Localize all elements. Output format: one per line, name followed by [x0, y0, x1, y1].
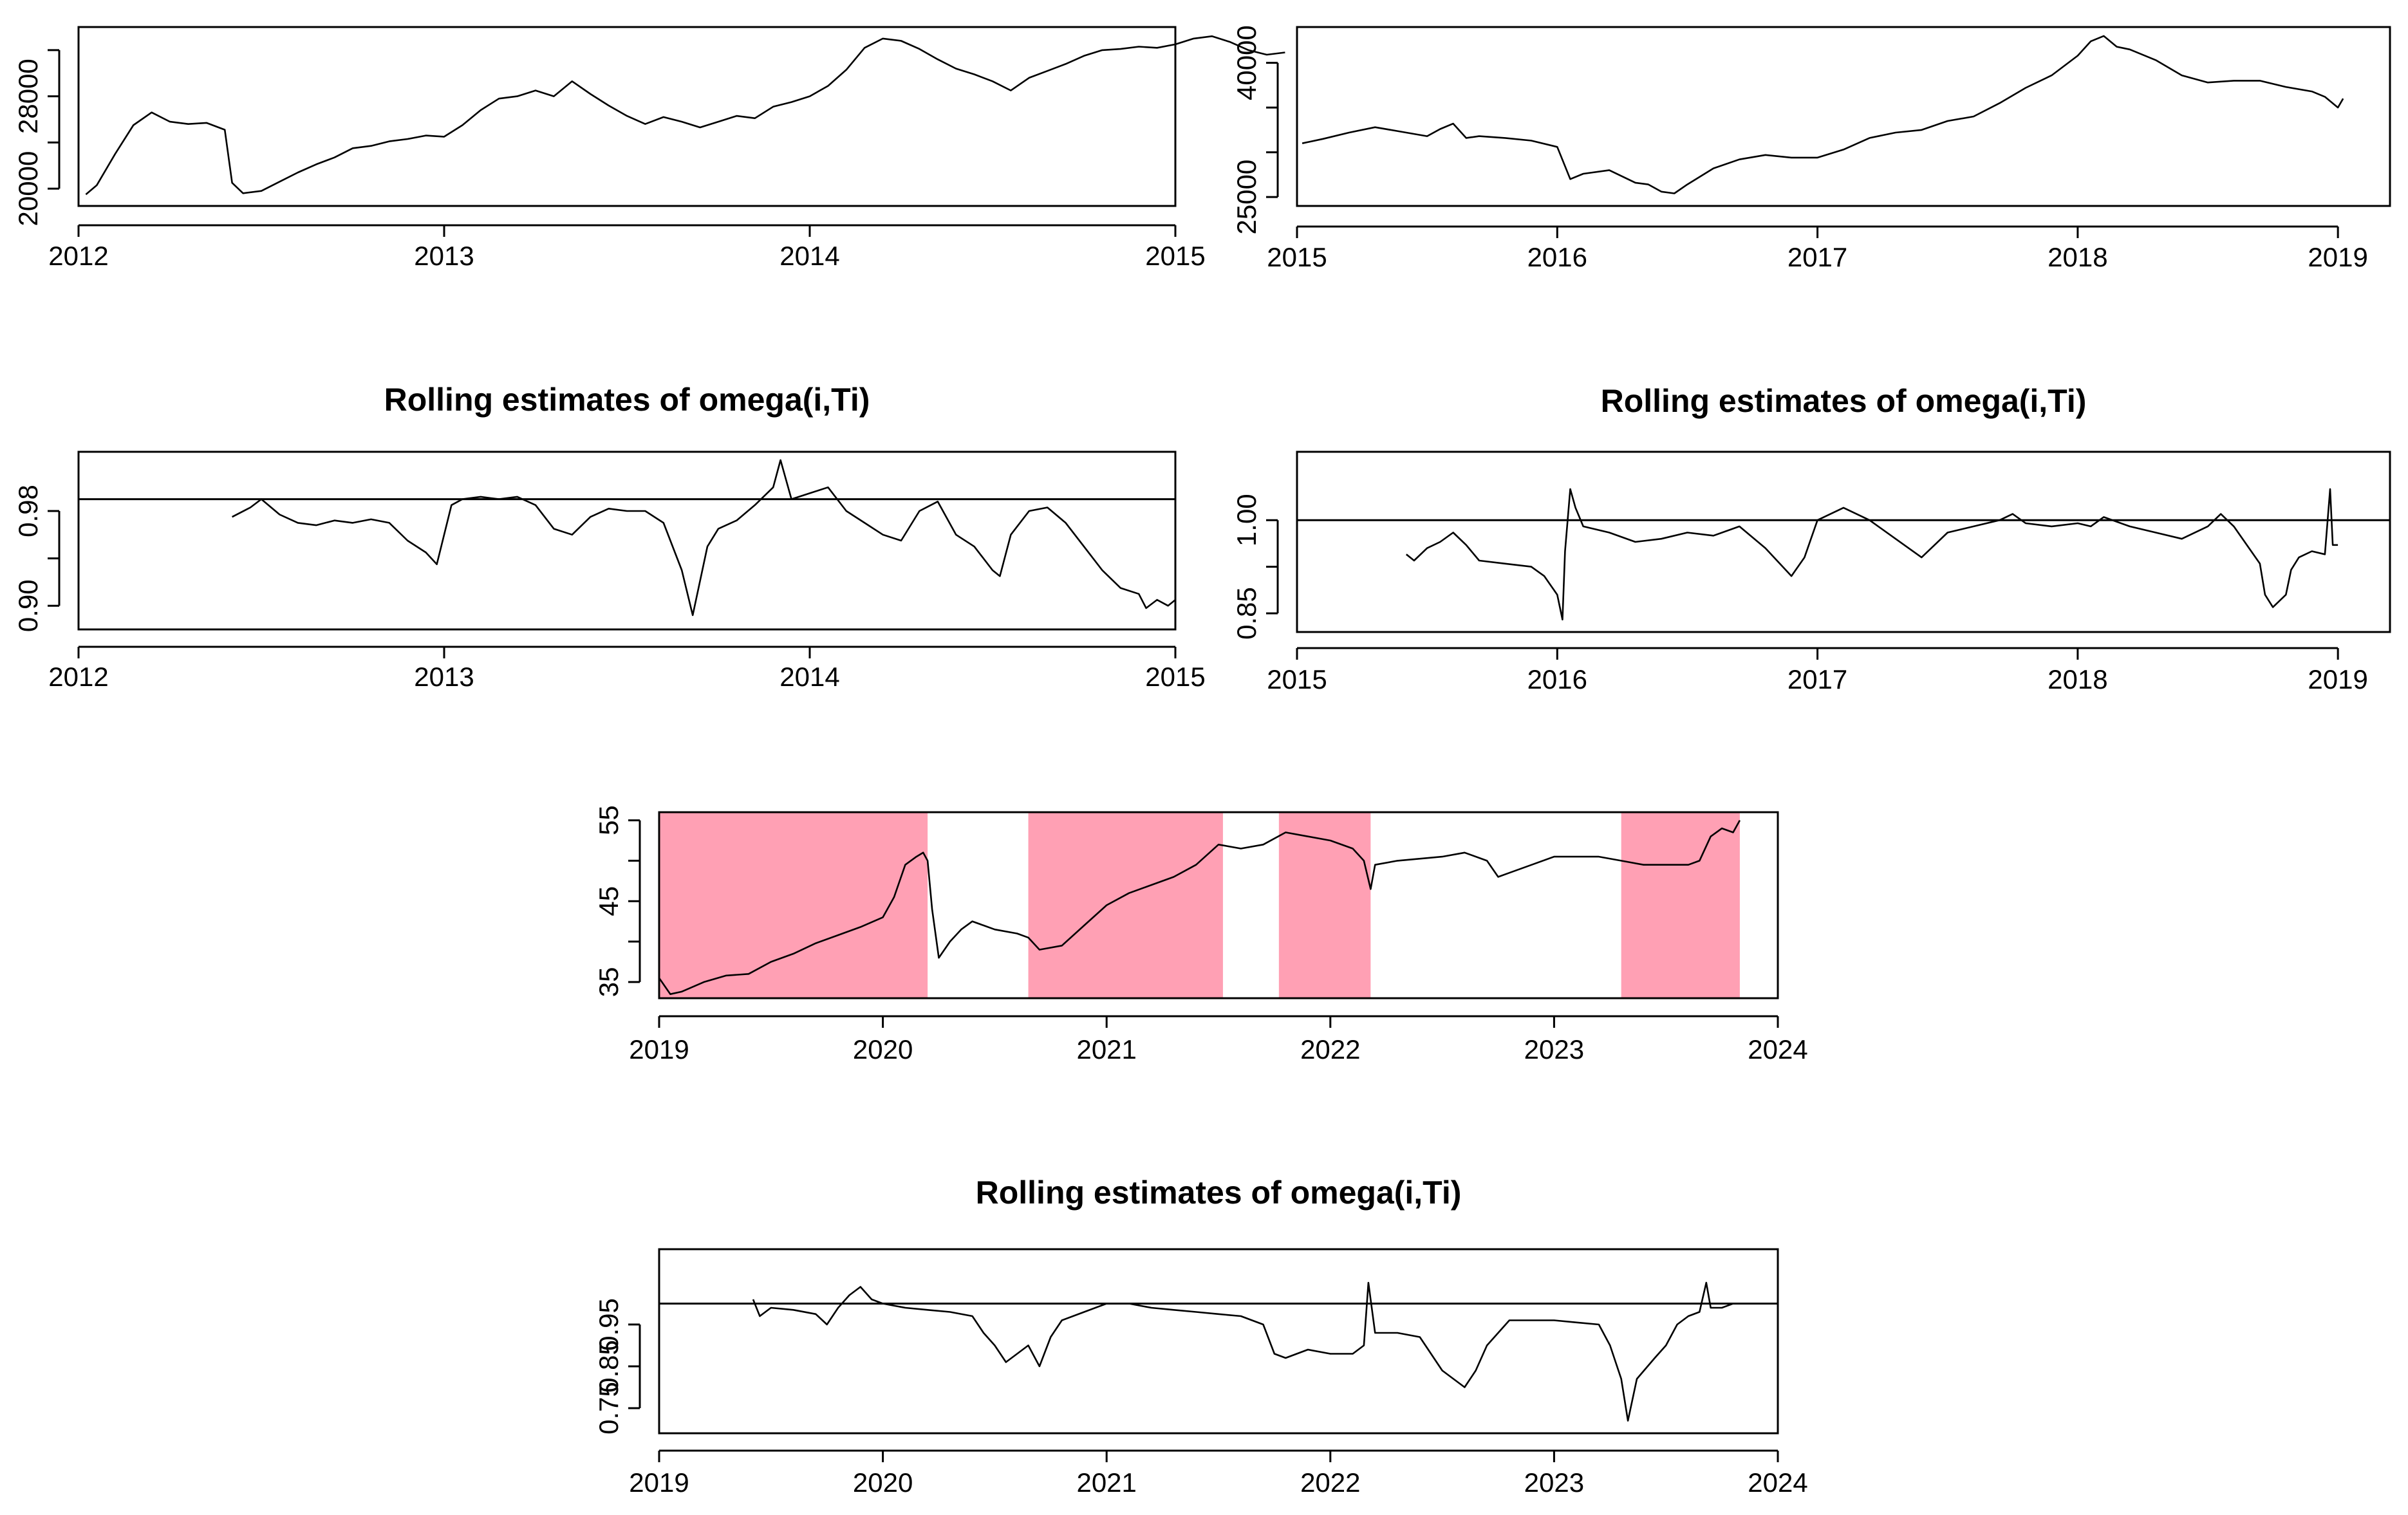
- shaded-region: [1278, 812, 1371, 998]
- x-tick-label: 2016: [1527, 242, 1587, 272]
- plot-frame: [658, 811, 1779, 999]
- y-tick-label: 1.00: [1231, 494, 1262, 546]
- plot-frame: [1296, 26, 2391, 207]
- x-tick-label: 2017: [1787, 242, 1847, 272]
- x-tick-label: 2015: [1145, 241, 1205, 271]
- x-tick-label: 2024: [1748, 1467, 1807, 1498]
- x-tick-label: 2018: [2048, 242, 2107, 272]
- x-tick-label: 2019: [2308, 242, 2367, 272]
- x-tick-label: 2020: [853, 1467, 913, 1498]
- shaded-region: [1621, 812, 1740, 998]
- y-tick-label: 0.85: [1231, 587, 1262, 640]
- chart-panel-1: 2012 2013 2014 2015 20000 28000: [13, 26, 1285, 271]
- y-tick-label: 0.98: [13, 485, 43, 537]
- x-tick-label: 2023: [1524, 1467, 1584, 1498]
- plot-frame: [77, 26, 1177, 207]
- chart-title: Rolling estimates of omega(i,Ti): [1601, 383, 2087, 419]
- shaded-region: [659, 812, 928, 998]
- series-line: [232, 459, 1176, 617]
- x-tick-label: 2016: [1527, 664, 1587, 694]
- x-tick-label: 2023: [1524, 1034, 1584, 1064]
- x-tick-label: 2019: [629, 1467, 689, 1498]
- y-tick-label: 20000: [13, 151, 43, 227]
- y-tick-label: 0.75: [593, 1382, 624, 1435]
- x-tick-label: 2019: [629, 1034, 689, 1064]
- x-tick-label: 2020: [853, 1034, 913, 1064]
- x-tick-label: 2021: [1076, 1467, 1136, 1498]
- x-tick-label: 2021: [1076, 1034, 1136, 1064]
- series-line: [85, 35, 1285, 196]
- y-tick-label: 40000: [1231, 25, 1262, 100]
- chart-title: Rolling estimates of omega(i,Ti): [384, 382, 870, 418]
- chart-panel-4: 2015 2016 2017 2018 2019 0.85 1.00 Rolling esti…: [1231, 383, 2391, 694]
- y-tick-label: 55: [593, 805, 624, 835]
- chart-panel-6: 2019 2020 2021 2022 2023 2024 0.750.850.95 Roll…: [593, 1175, 1808, 1498]
- x-tick-label: 2022: [1300, 1034, 1360, 1064]
- x-tick-label: 2014: [779, 662, 839, 692]
- series-line: [1405, 488, 2338, 620]
- series-line: [658, 819, 1741, 995]
- x-tick-label: 2019: [2308, 664, 2367, 694]
- chart-panel-5: 2019 2020 2021 2022 2023 2024 35 45 55: [593, 805, 1808, 1064]
- y-tick-label: 0.85: [593, 1340, 624, 1393]
- series-line: [1302, 35, 2344, 194]
- y-tick-label: 0.90: [13, 579, 43, 632]
- chart-title: Rolling estimates of omega(i,Ti): [976, 1175, 1462, 1211]
- x-tick-label: 2012: [48, 241, 108, 271]
- y-tick-label: 0.95: [593, 1298, 624, 1351]
- x-tick-label: 2015: [1267, 664, 1327, 694]
- x-tick-label: 2024: [1748, 1034, 1807, 1064]
- plot-frame: [1296, 451, 2391, 633]
- y-tick-label: 45: [593, 886, 624, 916]
- series-line: [752, 1281, 1733, 1422]
- x-tick-label: 2015: [1267, 242, 1327, 272]
- y-tick-label: 28000: [13, 59, 43, 134]
- y-tick-label: 35: [593, 967, 624, 998]
- x-tick-label: 2014: [779, 241, 839, 271]
- x-tick-label: 2015: [1145, 662, 1205, 692]
- plot-frame: [77, 451, 1177, 631]
- shaded-region: [1028, 812, 1223, 998]
- y-tick-label: 25000: [1231, 160, 1262, 235]
- chart-panel-2: 2015 2016 2017 2018 2019 25000 40000: [1231, 25, 2391, 272]
- x-tick-label: 2013: [414, 662, 474, 692]
- x-tick-label: 2022: [1300, 1467, 1360, 1498]
- x-tick-label: 2018: [2048, 664, 2107, 694]
- x-tick-label: 2012: [48, 662, 108, 692]
- chart-panel-3: 2012 2013 2014 2015 0.90 0.98 Rolling estimate…: [13, 382, 1206, 692]
- plot-frame: [658, 1248, 1779, 1435]
- x-tick-label: 2017: [1787, 664, 1847, 694]
- x-tick-label: 2013: [414, 241, 474, 271]
